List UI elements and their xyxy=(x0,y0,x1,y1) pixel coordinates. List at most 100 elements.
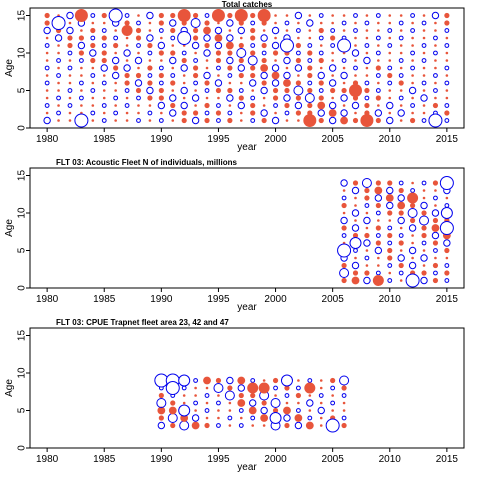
residual-bubble-negative xyxy=(386,186,394,195)
residual-bubble-negative xyxy=(78,95,84,101)
residual-bubble-positive xyxy=(44,12,50,19)
residual-bubble-positive-large xyxy=(74,9,88,22)
residual-bubble-positive xyxy=(114,89,117,92)
residual-bubble-negative xyxy=(444,118,450,123)
residual-bubble-positive xyxy=(80,74,83,77)
residual-bubble-positive xyxy=(445,89,449,92)
residual-bubble-positive xyxy=(227,12,233,19)
residual-bubble-negative-large xyxy=(349,237,362,249)
residual-bubble-negative xyxy=(363,276,371,285)
residual-bubble-positive xyxy=(398,80,404,86)
residual-bubble-positive xyxy=(45,36,49,40)
residual-bubble-positive xyxy=(205,386,209,390)
residual-bubble-negative xyxy=(375,88,381,93)
residual-bubble-negative xyxy=(249,399,257,407)
x-tick-label: 1980 xyxy=(36,134,59,145)
residual-bubble-negative xyxy=(158,28,164,33)
residual-bubble-negative xyxy=(124,13,130,18)
residual-bubble-negative xyxy=(387,43,393,48)
residual-bubble-positive xyxy=(158,50,164,56)
residual-bubble-negative xyxy=(364,255,370,261)
residual-bubble-positive xyxy=(68,96,72,100)
residual-bubble-positive xyxy=(274,21,277,25)
residual-bubble-positive xyxy=(364,270,370,276)
residual-bubble-negative xyxy=(295,408,301,413)
residual-bubble-positive xyxy=(114,29,117,32)
residual-bubble-positive xyxy=(227,117,233,124)
residual-bubble-positive xyxy=(434,44,437,47)
x-tick-label: 2000 xyxy=(264,134,287,145)
residual-bubble-positive xyxy=(272,87,279,94)
residual-bubble-positive xyxy=(432,240,439,246)
residual-bubble-negative xyxy=(444,28,450,33)
residual-bubble-negative xyxy=(317,71,325,80)
residual-bubble-positive xyxy=(365,249,369,252)
residual-bubble-negative xyxy=(317,406,325,415)
residual-bubble-positive xyxy=(297,74,300,77)
residual-bubble-positive xyxy=(250,50,256,56)
residual-bubble-positive xyxy=(388,14,392,17)
residual-bubble-positive xyxy=(365,36,369,40)
residual-bubble-negative xyxy=(330,400,336,406)
x-axis-title: year xyxy=(237,302,257,313)
residual-bubble-positive xyxy=(340,116,348,125)
y-tick-label: 10 xyxy=(17,207,28,219)
residual-bubble-negative xyxy=(340,94,348,102)
residual-bubble-positive xyxy=(57,44,60,47)
residual-bubble-positive xyxy=(354,256,357,260)
residual-bubble-negative-large xyxy=(269,412,282,424)
residual-bubble-positive xyxy=(135,27,142,34)
residual-bubble-positive xyxy=(102,89,106,92)
residual-bubble-positive xyxy=(411,44,414,47)
x-tick-label: 1995 xyxy=(207,294,230,305)
residual-bubble-positive xyxy=(319,379,323,382)
residual-bubble-negative xyxy=(226,34,234,42)
residual-bubble-negative xyxy=(260,109,268,117)
residual-bubble-negative xyxy=(351,49,360,57)
residual-bubble-positive xyxy=(78,50,84,56)
residual-bubble-negative-large xyxy=(439,176,454,190)
residual-bubble-negative xyxy=(295,50,301,56)
residual-bubble-positive xyxy=(422,14,426,17)
residual-bubble-positive xyxy=(125,59,129,62)
residual-bubble-positive xyxy=(67,42,73,49)
residual-bubble-negative xyxy=(408,224,417,232)
residual-bubble-negative xyxy=(386,201,394,210)
residual-bubble-negative xyxy=(90,13,96,18)
x-tick-label: 1985 xyxy=(93,134,116,145)
residual-bubble-positive xyxy=(238,42,244,49)
residual-bubble-negative xyxy=(169,19,177,27)
y-tick-label: 10 xyxy=(17,47,28,59)
residual-bubble-negative xyxy=(180,101,188,110)
residual-bubble-negative xyxy=(431,231,440,240)
residual-bubble-positive xyxy=(331,394,334,397)
residual-bubble-positive xyxy=(444,20,450,26)
residual-bubble-negative xyxy=(387,278,393,283)
residual-bubble-negative xyxy=(444,103,450,108)
residual-bubble-positive xyxy=(374,186,383,195)
y-tick-label: 5 xyxy=(17,407,28,413)
x-tick-label: 1985 xyxy=(93,454,116,465)
y-tick-label: 0 xyxy=(17,285,28,291)
residual-bubble-negative xyxy=(136,118,141,123)
residual-bubble-positive xyxy=(250,72,256,79)
residual-bubble-positive xyxy=(228,409,232,412)
residual-bubble-negative xyxy=(270,398,281,408)
residual-bubble-positive xyxy=(388,96,392,100)
residual-bubble-positive xyxy=(137,14,140,17)
residual-bubble-positive xyxy=(422,51,426,55)
residual-bubble-negative xyxy=(328,116,337,125)
residual-bubble-positive xyxy=(204,80,210,86)
residual-bubble-negative-large xyxy=(405,273,420,288)
residual-bubble-positive xyxy=(399,14,403,17)
residual-bubble-negative xyxy=(397,194,405,202)
residual-bubble-positive xyxy=(125,96,129,100)
residual-bubble-negative xyxy=(216,65,221,71)
residual-bubble-positive xyxy=(193,72,199,79)
residual-bubble-negative xyxy=(407,208,418,218)
residual-bubble-positive xyxy=(114,104,117,107)
residual-bubble-positive xyxy=(250,12,256,19)
residual-bubble-positive xyxy=(217,21,220,25)
residual-bubble-positive xyxy=(45,51,49,55)
